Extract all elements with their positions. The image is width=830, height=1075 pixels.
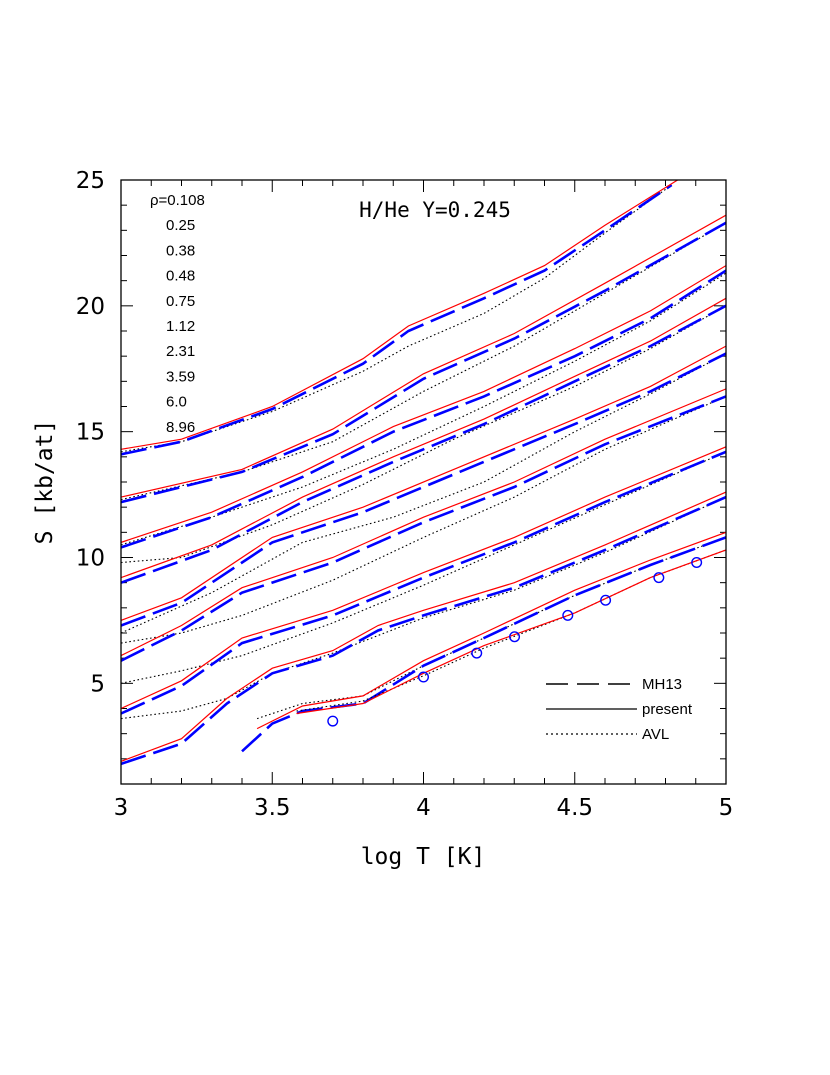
legend-label-mh13: MH13 xyxy=(642,676,682,693)
present-curve-rho-0.25 xyxy=(121,214,726,498)
composition-annotation: H/He Y=0.245 xyxy=(359,198,511,222)
avl-curve-rho-1.12 xyxy=(121,395,726,644)
plot-curves xyxy=(121,180,726,766)
data-point xyxy=(653,572,665,584)
x-tick-label: 4.5 xyxy=(556,795,593,821)
y-tick-label: 25 xyxy=(76,168,105,194)
avl-curve-rho-0.25 xyxy=(121,222,726,501)
density-label: 0.48 xyxy=(166,268,195,285)
x-tick-label: 3 xyxy=(114,795,129,821)
density-label: 2.31 xyxy=(166,343,195,360)
legend-label-avl: AVL xyxy=(642,726,669,743)
density-label: 0.75 xyxy=(166,293,195,310)
data-point xyxy=(600,594,612,606)
y-tick-label: 15 xyxy=(76,420,105,446)
legend-label-present: present xyxy=(642,701,693,718)
density-label: 0.38 xyxy=(166,242,195,259)
density-label: 1.12 xyxy=(166,318,195,335)
mh13-curve-rho-0.108 xyxy=(121,183,673,456)
y-tick-label: 10 xyxy=(76,546,105,572)
avl-curve-rho-8.96 xyxy=(296,549,726,712)
density-label-list: ρ=0.108 0.25 0.38 0.48 0.75 1.12 2.31 3.59 6.0 8.… xyxy=(150,192,205,436)
axis-ticks xyxy=(120,179,727,785)
x-tick-label: 5 xyxy=(719,795,734,821)
present-curve-rho-0.108 xyxy=(121,180,678,450)
mh13-curve-rho-3.59 xyxy=(121,495,726,766)
avl-curve-rho-0.48 xyxy=(121,305,726,564)
y-tick-label: 20 xyxy=(76,294,105,320)
present-curve-rho-0.48 xyxy=(121,297,726,579)
present-curve-rho-0.38 xyxy=(121,265,726,543)
mh13-curve-rho-0.75 xyxy=(121,352,726,627)
avl-curve-rho-0.75 xyxy=(121,353,726,634)
tick-labels: 3 3.5 4 4.5 5 5 10 15 20 25 xyxy=(76,168,734,821)
present-curve-rho-2.31 xyxy=(121,446,726,710)
density-label: 3.59 xyxy=(166,368,195,385)
mh13-curve-rho-2.31 xyxy=(121,450,726,715)
mh13-curve-rho-0.48 xyxy=(121,304,726,584)
present-curve-rho-6.0 xyxy=(256,531,726,730)
mh13-curve-rho-6.0 xyxy=(241,536,726,753)
x-tick-label: 4 xyxy=(416,795,431,821)
present-curve-rho-8.96 xyxy=(296,549,726,715)
data-point xyxy=(327,715,339,727)
data-point xyxy=(418,671,430,683)
y-tick-label: 5 xyxy=(90,671,105,697)
density-label: 0.25 xyxy=(166,217,195,234)
present-curve-rho-1.12 xyxy=(121,388,726,657)
legend: MH13 present AVL xyxy=(546,676,693,743)
present-curve-rho-3.59 xyxy=(121,491,726,762)
present-curve-rho-0.75 xyxy=(121,345,726,621)
density-label: ρ=0.108 xyxy=(150,192,205,209)
data-point xyxy=(691,557,703,569)
mh13-curve-rho-0.25 xyxy=(121,221,726,504)
y-axis-title: S [kb/at] xyxy=(32,420,58,545)
density-label: 8.96 xyxy=(166,419,195,436)
mh13-curve-rho-1.12 xyxy=(121,395,726,662)
density-label: 6.0 xyxy=(166,394,187,411)
data-point xyxy=(562,609,574,621)
avl-curve-rho-3.59 xyxy=(121,496,726,720)
avl-curve-rho-0.108 xyxy=(121,184,672,453)
data-points xyxy=(327,557,703,727)
avl-curve-rho-0.38 xyxy=(121,272,726,546)
data-point xyxy=(471,647,483,659)
data-point xyxy=(509,631,521,643)
plot-frame xyxy=(120,179,727,785)
x-axis-title: log T [K] xyxy=(361,844,486,870)
x-tick-label: 3.5 xyxy=(254,795,291,821)
avl-curve-rho-2.31 xyxy=(121,451,726,684)
mh13-curve-rho-0.38 xyxy=(121,269,726,549)
